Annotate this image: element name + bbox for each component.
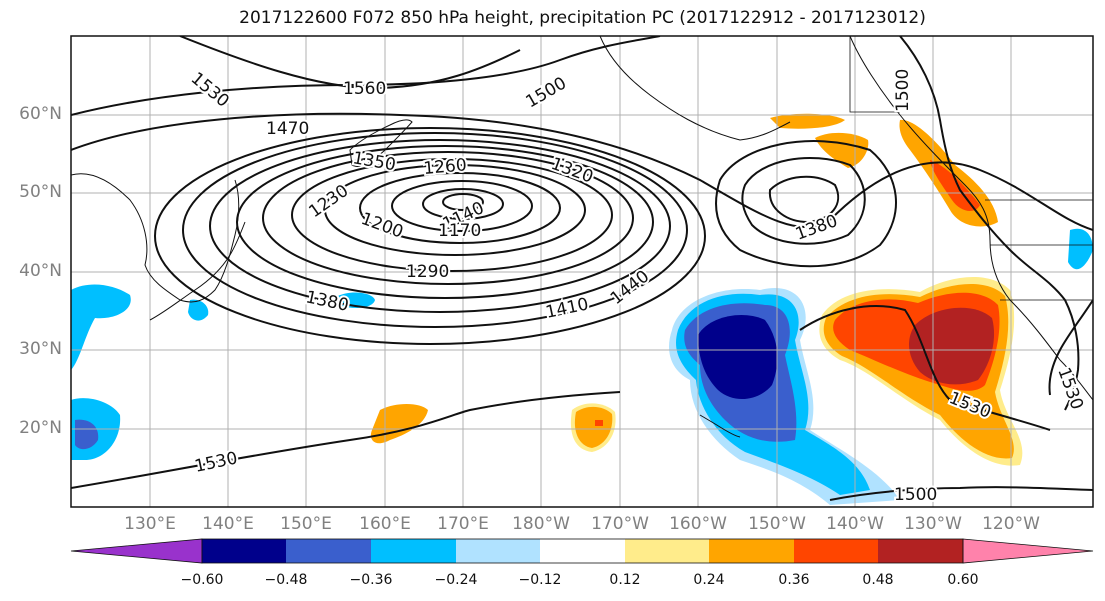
contour-1560 <box>179 36 521 90</box>
contour-1380-east <box>768 175 840 224</box>
colorbar-segment <box>625 539 709 563</box>
colorbar-segment <box>202 539 286 563</box>
colorbar-segment <box>878 539 963 563</box>
lon-label-160e: 160°E <box>359 514 411 534</box>
contour-1530-b <box>799 305 1051 431</box>
wpac-neg-4 <box>188 299 209 321</box>
lat-label-50n: 50°N <box>19 182 62 202</box>
contour-label: 1260 <box>423 155 468 179</box>
colorbar-tick: 0.48 <box>862 572 894 588</box>
contour-label: 1500 <box>894 485 937 505</box>
colorbar-tick: 0.36 <box>778 572 810 588</box>
contour-1410-east <box>741 156 866 245</box>
contour-1170 <box>422 188 504 220</box>
contour-label: 1470 <box>266 119 309 139</box>
contour-label: 1170 <box>438 221 481 241</box>
map-frame <box>70 35 1094 508</box>
contour-1230 <box>359 172 561 244</box>
wpac-neg-1 <box>71 284 131 370</box>
colorbar-frame <box>201 538 964 564</box>
colorbar-tick: 0.12 <box>609 572 641 588</box>
lon-label-170e: 170°E <box>437 514 489 534</box>
lon-label-180w: 180°W <box>512 514 570 534</box>
colorbar-tick: −0.24 <box>434 572 478 588</box>
colorbar-tick: −0.36 <box>349 572 393 588</box>
precip-shading <box>71 113 1093 505</box>
colorbar-segment <box>794 539 878 563</box>
graticule <box>71 36 1093 507</box>
na-neg-1 <box>1068 228 1093 270</box>
contour-label: 1290 <box>406 262 449 282</box>
pos-anomaly-hi-2c <box>595 420 603 426</box>
contour-1470 <box>71 112 1093 231</box>
contour-1320 <box>262 151 634 285</box>
contour-1500-east <box>899 36 1080 411</box>
pos-anomaly-hi-2b <box>574 406 613 448</box>
lat-label-40n: 40°N <box>19 261 62 281</box>
contour-1200 <box>391 180 533 232</box>
wpac-neg-2b <box>75 419 99 450</box>
colorbar-segment <box>456 539 540 563</box>
contour-1260 <box>324 164 586 256</box>
contour-1500-b <box>829 486 1093 501</box>
contour-1140 <box>442 193 484 211</box>
colorbar-extend-right <box>962 538 1094 564</box>
contour-1410 <box>182 132 688 328</box>
lon-label-130w: 130°W <box>904 514 962 534</box>
colorbar-segment <box>540 539 625 563</box>
lon-label-150e: 150°E <box>280 514 332 534</box>
lat-label-30n: 30°N <box>19 339 62 359</box>
contour-1530 <box>71 391 621 489</box>
colorbar-tick: −0.12 <box>518 572 562 588</box>
colorbar-segment <box>709 539 794 563</box>
coast-japan <box>149 221 246 321</box>
contour-1530-east <box>1048 299 1093 396</box>
political-borders <box>849 36 1093 301</box>
contour-1380 <box>209 139 671 313</box>
colorbar-segment <box>286 539 371 563</box>
contour-1440-east <box>715 140 897 268</box>
contour-label: 1500 <box>893 69 913 112</box>
lat-label-60n: 60°N <box>19 104 62 124</box>
neg-anomaly-dark <box>698 315 778 400</box>
lon-label-170w: 170°W <box>591 514 649 534</box>
lon-label-130e: 130°E <box>124 514 176 534</box>
colorbar <box>70 538 1094 564</box>
lon-label-140e: 140°E <box>202 514 254 534</box>
colorbar-segment <box>371 539 456 563</box>
contour-label: 1560 <box>343 79 386 99</box>
contour-1350 <box>236 145 654 299</box>
colorbar-tick: 0.60 <box>947 572 979 588</box>
lon-label-150w: 150°W <box>748 514 806 534</box>
colorbar-extend-left <box>70 538 203 564</box>
coast-alaska <box>599 36 791 141</box>
lon-label-140w: 140°W <box>826 514 884 534</box>
contour-1290 <box>291 158 613 272</box>
lon-label-120w: 120°W <box>982 514 1040 534</box>
height-contours <box>71 36 1093 501</box>
lon-label-160w: 160°W <box>669 514 727 534</box>
colorbar-tick: 0.24 <box>693 572 725 588</box>
colorbar-tick: −0.60 <box>180 572 224 588</box>
coast-hawaii <box>699 414 741 438</box>
pos-anomaly-nw-2 <box>770 113 845 129</box>
colorbar-tick: −0.48 <box>264 572 308 588</box>
contour-1440 <box>154 127 706 345</box>
coast-na-west <box>849 36 1093 401</box>
lat-label-20n: 20°N <box>19 418 62 438</box>
page-title: 2017122600 F072 850 hPa height, precipit… <box>239 8 926 28</box>
